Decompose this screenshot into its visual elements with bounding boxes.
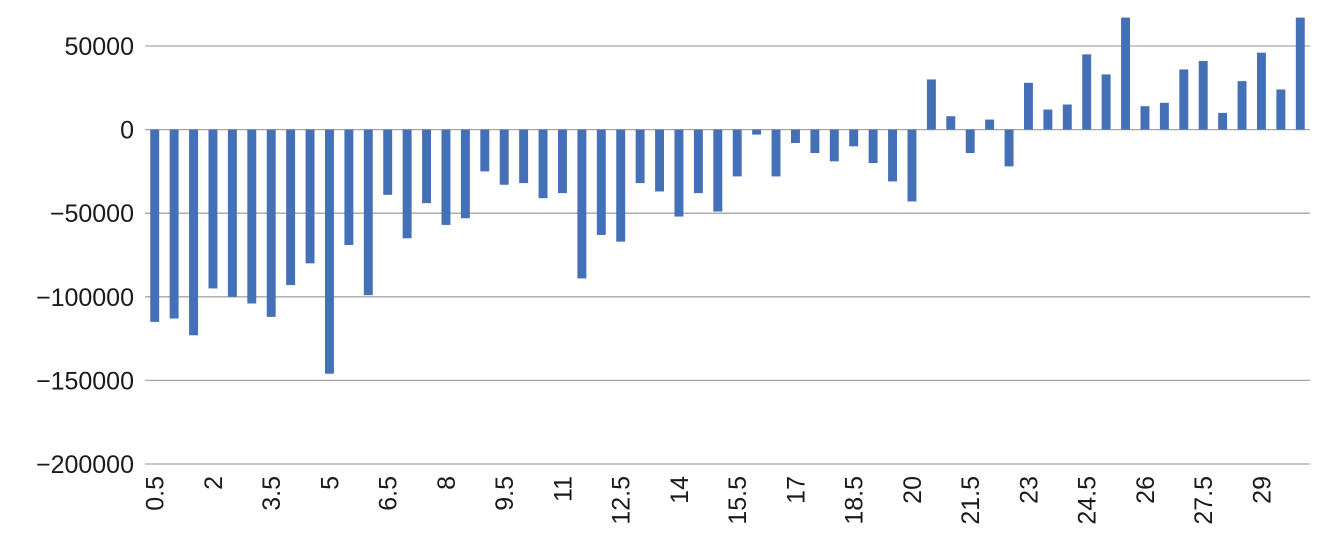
bar	[1101, 74, 1111, 130]
x-tick-label: 15.5	[724, 476, 752, 525]
x-tick-label: 9.5	[491, 476, 519, 511]
y-tick-label: −50000	[50, 200, 134, 228]
bar	[907, 129, 917, 202]
y-tick-label: −200000	[36, 451, 134, 479]
y-axis-tick-labels: 50000 0 −50000 −100000 −150000 −200000	[36, 33, 134, 479]
x-tick-label: 26	[1132, 476, 1160, 504]
x-tick-label: 11	[549, 476, 577, 502]
bar	[480, 129, 490, 172]
bar	[849, 129, 859, 147]
bar	[1256, 52, 1266, 130]
x-tick-label: 0.5	[142, 476, 170, 511]
bar	[635, 129, 645, 184]
bar	[189, 129, 199, 336]
x-axis-tick-labels: 0.5 2 3.5 5 6.5 8 9.5 11 12.5 14 15.5 17 18.5 20 21.5 2…	[142, 476, 1277, 525]
bar	[1159, 102, 1169, 130]
bar	[829, 129, 839, 162]
bar	[227, 129, 237, 297]
bar	[266, 129, 276, 317]
y-tick-label: −150000	[36, 367, 134, 395]
gridlines	[145, 45, 1310, 465]
x-tick-label: 5	[316, 476, 344, 490]
bar	[1140, 106, 1150, 130]
bar	[655, 129, 665, 192]
bar	[577, 129, 587, 279]
x-tick-label: 24.5	[1074, 476, 1102, 525]
bar	[1043, 109, 1053, 130]
x-tick-label: 3.5	[258, 476, 286, 511]
bar	[363, 129, 373, 296]
bars	[150, 17, 1305, 374]
x-tick-label: 20	[899, 476, 927, 504]
x-tick-label: 17	[782, 476, 810, 504]
bar	[693, 129, 703, 194]
bar	[946, 116, 956, 130]
bar	[499, 129, 509, 185]
bar	[1062, 104, 1072, 130]
bar	[208, 129, 218, 289]
y-tick-label: −100000	[36, 284, 134, 312]
x-tick-label: 12.5	[608, 476, 636, 525]
bar	[441, 129, 451, 225]
bar	[305, 129, 315, 264]
bar	[538, 129, 548, 199]
bar	[1237, 81, 1247, 130]
bar	[247, 129, 257, 304]
x-tick-label: 21.5	[957, 476, 985, 525]
bar	[732, 129, 742, 177]
bar	[985, 119, 995, 130]
bar	[422, 129, 432, 204]
bar	[1004, 129, 1014, 167]
bar	[460, 129, 470, 219]
bar	[810, 129, 820, 154]
bar	[1121, 17, 1131, 130]
y-tick-label: 50000	[64, 33, 134, 61]
bar	[557, 129, 567, 194]
x-tick-label: 2	[200, 476, 228, 490]
bar	[169, 129, 179, 319]
x-tick-label: 18.5	[841, 476, 869, 525]
bar	[752, 129, 762, 135]
bar	[150, 129, 160, 322]
x-tick-label: 14	[666, 476, 694, 504]
x-tick-label: 8	[433, 476, 461, 490]
x-tick-label: 27.5	[1190, 476, 1218, 525]
x-tick-label: 29	[1248, 476, 1276, 504]
bar	[1082, 54, 1092, 130]
bar	[790, 129, 800, 143]
bar	[965, 129, 975, 154]
bar	[519, 129, 529, 184]
bar	[713, 129, 723, 212]
bar	[888, 129, 898, 182]
bar	[402, 129, 412, 239]
x-tick-label: 23	[1015, 476, 1043, 504]
bar	[324, 129, 334, 374]
bar	[383, 129, 393, 195]
bar	[771, 129, 781, 177]
x-tick-label: 6.5	[375, 476, 403, 511]
bar	[1218, 112, 1228, 130]
bar	[926, 79, 936, 130]
bar	[1023, 82, 1033, 130]
bar	[286, 129, 296, 286]
bar	[1295, 17, 1305, 130]
bar	[1179, 69, 1189, 130]
y-tick-label: 0	[120, 117, 134, 145]
bar	[868, 129, 878, 164]
bar	[596, 129, 606, 235]
bar	[1198, 61, 1208, 130]
bar	[616, 129, 626, 242]
bar	[674, 129, 684, 217]
bar	[1276, 89, 1286, 130]
bar	[344, 129, 354, 245]
